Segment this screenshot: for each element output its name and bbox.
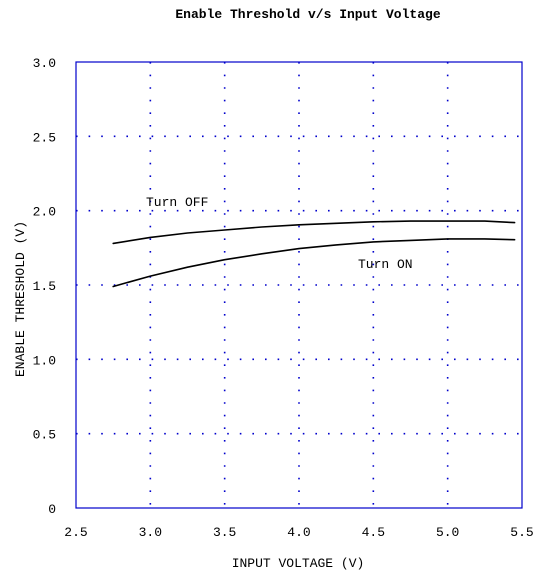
turn-on-label: Turn ON — [358, 257, 413, 272]
x-tick-label: 3.5 — [213, 525, 236, 540]
y-tick-label: 1.0 — [33, 353, 56, 368]
x-tick-label: 2.5 — [64, 525, 87, 540]
x-tick-label: 5.5 — [510, 525, 533, 540]
plot-frame — [75, 61, 523, 509]
x-axis-label: INPUT VOLTAGE (V) — [232, 556, 365, 571]
series-lines — [112, 220, 516, 288]
y-axis-label: ENABLE THRESHOLD (V) — [13, 221, 28, 377]
chart-title: Enable Threshold v/s Input Voltage — [175, 7, 440, 22]
series-line-turn-on — [112, 238, 516, 288]
y-tick-label: 0 — [48, 502, 56, 517]
y-tick-label: 3.0 — [33, 56, 56, 71]
turn-off-label: Turn OFF — [146, 195, 208, 210]
y-tick-label: 1.5 — [33, 279, 56, 294]
y-tick-label: 2.0 — [33, 205, 56, 220]
y-tick-label: 0.5 — [33, 428, 56, 443]
x-tick-label: 5.0 — [436, 525, 459, 540]
x-tick-label: 4.0 — [287, 525, 310, 540]
x-tick-label: 4.5 — [362, 525, 385, 540]
series-line-turn-off — [112, 220, 516, 245]
grid-lines — [76, 62, 522, 508]
tick-labels: 2.5 3.0 3.5 4.0 4.5 5.0 5.5 0 0.5 1.0 1.5 2.0 2.5 3.0 — [33, 56, 534, 540]
x-tick-label: 3.0 — [139, 525, 162, 540]
y-tick-label: 2.5 — [33, 130, 56, 145]
